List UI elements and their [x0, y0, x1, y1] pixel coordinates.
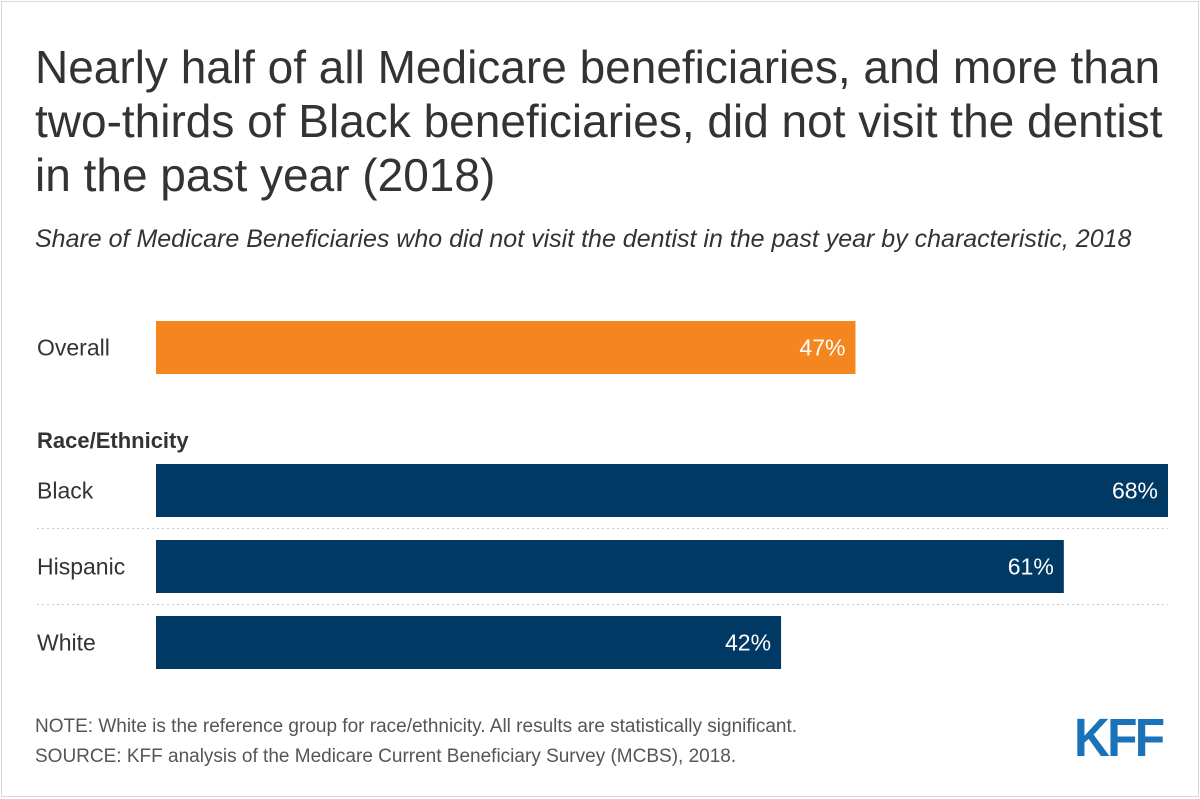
data-label: 47%	[799, 335, 845, 361]
note-text: NOTE: White is the reference group for r…	[35, 716, 798, 737]
bar	[156, 321, 856, 374]
category-label: Hispanic	[37, 554, 125, 580]
chart-subtitle: Share of Medicare Beneficiaries who did …	[35, 225, 1132, 253]
data-label: 42%	[725, 630, 771, 656]
bar	[156, 540, 1064, 593]
source-text: SOURCE: KFF analysis of the Medicare Cur…	[35, 746, 737, 767]
category-label: Black	[37, 478, 94, 504]
category-label: White	[37, 630, 96, 656]
data-label: 68%	[1112, 478, 1158, 504]
bar	[156, 616, 782, 669]
category-label: Overall	[37, 335, 110, 361]
chart-title: Nearly half of all Medicare beneficiarie…	[35, 41, 1163, 201]
bar-chart: Overall 47% Race/Ethnicity Black 68% Hispanic…	[37, 321, 1168, 669]
data-label: 61%	[1008, 554, 1054, 580]
bar	[156, 464, 1168, 517]
group-heading: Race/Ethnicity	[37, 428, 189, 453]
kff-logo: KFF	[1074, 708, 1165, 768]
footnotes: NOTE: White is the reference group for r…	[35, 712, 797, 772]
